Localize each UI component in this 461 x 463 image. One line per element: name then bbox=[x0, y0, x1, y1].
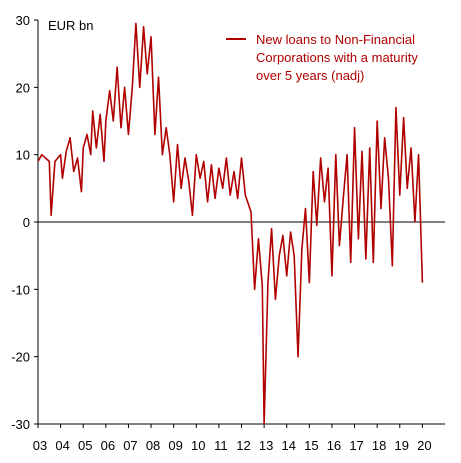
x-tick-label: 13 bbox=[259, 438, 273, 453]
y-tick-label: 20 bbox=[16, 80, 30, 95]
legend-label-line: Corporations with a maturity bbox=[256, 50, 418, 65]
x-tick-label: 14 bbox=[281, 438, 295, 453]
series-layer bbox=[37, 22, 424, 425]
x-tick-label: 07 bbox=[123, 438, 137, 453]
x-tick-label: 20 bbox=[417, 438, 431, 453]
y-tick-label: -30 bbox=[11, 417, 30, 432]
x-tick-label: 15 bbox=[304, 438, 318, 453]
x-tick-label: 11 bbox=[214, 438, 228, 453]
legend-label: New loans to Non-Financial Corporations w… bbox=[256, 32, 418, 83]
series-line bbox=[37, 22, 424, 425]
unit-label: EUR bn bbox=[48, 18, 94, 33]
legend-label-line: New loans to Non-Financial bbox=[256, 32, 415, 47]
x-tick-label: 03 bbox=[33, 438, 47, 453]
y-tick-label: 10 bbox=[16, 148, 30, 163]
x-tick-label: 05 bbox=[78, 438, 92, 453]
y-tick-label: -10 bbox=[11, 282, 30, 297]
x-tick-label: 09 bbox=[168, 438, 182, 453]
y-tick-label: -20 bbox=[11, 350, 30, 365]
x-tick-label: 10 bbox=[191, 438, 205, 453]
x-tick-label: 12 bbox=[236, 438, 250, 453]
y-tick-label: 0 bbox=[23, 215, 30, 230]
x-tick-label: 06 bbox=[101, 438, 115, 453]
axes bbox=[34, 19, 445, 428]
y-tick-label: 30 bbox=[16, 13, 30, 28]
x-tick-label: 19 bbox=[395, 438, 409, 453]
x-tick-label: 04 bbox=[55, 438, 69, 453]
x-tick-label: 16 bbox=[327, 438, 341, 453]
x-tick-label: 18 bbox=[372, 438, 386, 453]
x-tick-label: 08 bbox=[146, 438, 160, 453]
legend-label-line: over 5 years (nadj) bbox=[256, 68, 364, 83]
x-tick-label: 17 bbox=[349, 438, 363, 453]
legend: New loans to Non-Financial Corporations w… bbox=[226, 32, 418, 83]
